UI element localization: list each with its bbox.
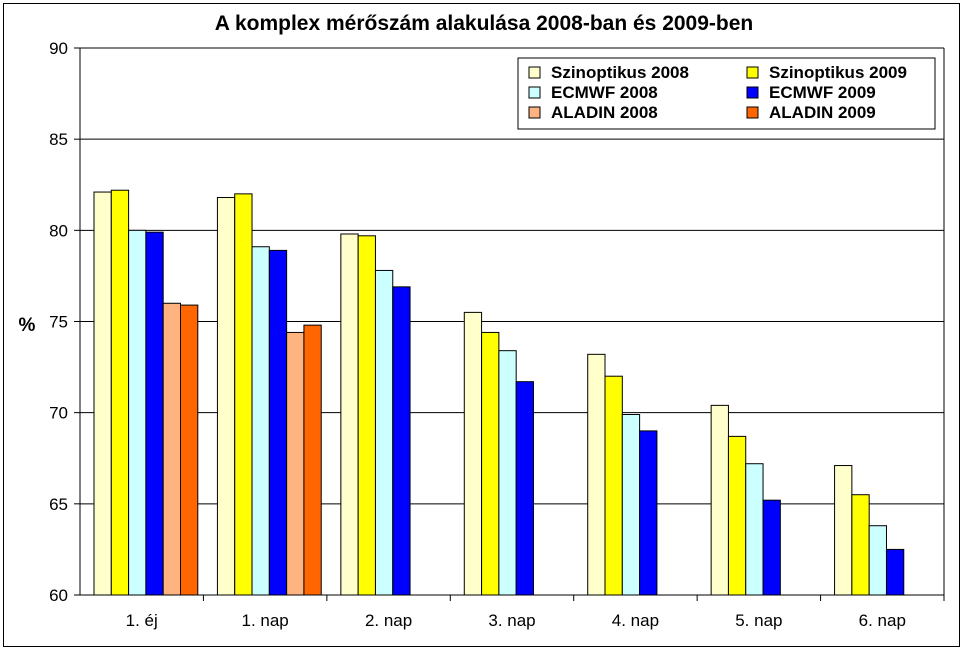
bar	[834, 465, 853, 596]
bar	[110, 189, 130, 596]
bar	[498, 350, 517, 596]
x-tick-label: 1. éj	[126, 611, 158, 630]
x-tick-label: 4. nap	[612, 611, 659, 630]
bar	[481, 331, 500, 596]
bar	[727, 435, 747, 596]
bar	[286, 331, 305, 596]
bar	[463, 311, 483, 596]
y-axis-label: %	[19, 315, 36, 336]
bar	[392, 286, 411, 596]
bar	[128, 229, 147, 596]
bar	[303, 324, 322, 596]
bar	[216, 197, 236, 596]
legend-swatch	[528, 66, 541, 79]
y-tick-label: 60	[49, 586, 68, 605]
bar	[745, 463, 764, 596]
legend-label: ALADIN 2009	[769, 103, 876, 122]
bar	[515, 381, 534, 596]
legend-swatch	[528, 106, 541, 119]
legend-label: ECMWF 2008	[551, 83, 658, 102]
bar	[885, 548, 905, 596]
x-tick-label: 6. nap	[859, 611, 906, 630]
bar	[710, 404, 729, 596]
y-tick-label: 65	[49, 495, 68, 514]
bar	[268, 249, 288, 596]
legend-swatch	[746, 106, 759, 119]
x-tick-label: 3. nap	[488, 611, 535, 630]
bar	[868, 525, 887, 596]
y-tick-label: 70	[49, 404, 68, 423]
bar	[587, 353, 606, 596]
bar	[762, 499, 781, 596]
legend-label: ECMWF 2009	[769, 83, 876, 102]
bar	[357, 235, 376, 596]
bar	[851, 494, 870, 596]
plot-area: 60 65 70 75 80 85 90 1. éj 1. nap 2. nap 3. nap 4. …	[49, 39, 945, 630]
bar	[251, 246, 270, 596]
x-tick-label: 5. nap	[735, 611, 782, 630]
legend-label: ALADIN 2008	[551, 103, 658, 122]
bar	[180, 304, 199, 596]
legend-label: Szinoptikus 2008	[551, 63, 689, 82]
legend-label: Szinoptikus 2009	[769, 63, 907, 82]
bar	[145, 231, 164, 596]
x-tick-label: 2. nap	[365, 611, 412, 630]
bar	[639, 430, 658, 596]
chart-title: A komplex mérőszám alakulása 2008-ban és…	[215, 12, 754, 35]
bar	[93, 191, 112, 596]
legend-swatch	[746, 66, 759, 79]
bar	[340, 233, 359, 596]
bar	[374, 269, 394, 596]
legend-swatch	[746, 86, 759, 99]
y-tick-label: 75	[49, 313, 68, 332]
bar	[234, 193, 253, 596]
bar	[604, 375, 623, 596]
bar	[621, 413, 641, 596]
legend-swatch	[528, 86, 541, 99]
legend-box	[517, 57, 936, 130]
y-tick-label: 90	[49, 39, 68, 58]
bar	[162, 302, 181, 596]
y-tick-label: 80	[49, 221, 68, 240]
x-tick-label: 1. nap	[242, 611, 289, 630]
y-tick-label: 85	[49, 130, 68, 149]
